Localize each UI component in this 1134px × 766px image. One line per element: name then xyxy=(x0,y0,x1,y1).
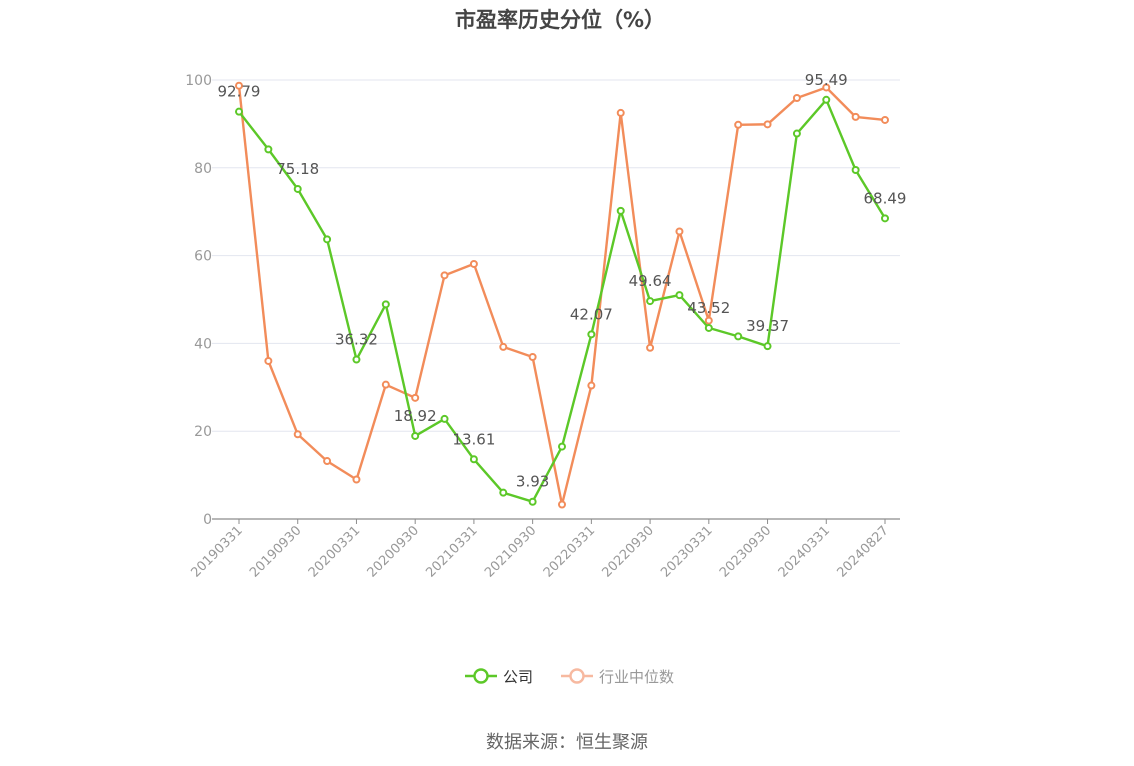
data-label-4: 36.32 xyxy=(335,331,378,349)
data-point-s1-15[interactable] xyxy=(675,227,684,236)
data-source: 数据来源：恒生聚源 xyxy=(486,732,648,753)
x-tick-label-20210930: 20210930 xyxy=(482,523,539,580)
y-tick-label-80: 80 xyxy=(194,161,212,177)
legend-label-1: 行业中位数 xyxy=(599,668,674,686)
legend-item-1[interactable]: 行业中位数 xyxy=(561,668,674,686)
series-line-0 xyxy=(238,98,887,503)
data-label-16: 43.52 xyxy=(687,299,730,317)
data-point-s1-12[interactable] xyxy=(587,381,596,390)
data-point-s1-0[interactable] xyxy=(235,81,243,90)
data-point-s0-11[interactable] xyxy=(558,442,566,451)
data-label-14: 49.64 xyxy=(629,272,672,290)
data-label-0: 92.79 xyxy=(218,83,261,101)
data-point-s1-22[interactable] xyxy=(881,115,889,124)
data-point-s0-2[interactable] xyxy=(293,184,302,193)
data-point-s0-7[interactable] xyxy=(440,414,449,423)
y-tick-label-100: 100 xyxy=(185,73,212,89)
data-point-s0-15[interactable] xyxy=(675,291,684,300)
data-point-s1-7[interactable] xyxy=(440,271,449,280)
x-tick-label-20240331: 20240331 xyxy=(776,523,833,580)
data-point-s1-10[interactable] xyxy=(528,353,537,362)
data-point-s0-17[interactable] xyxy=(734,332,743,341)
data-point-s1-3[interactable] xyxy=(323,457,332,466)
data-point-s1-6[interactable] xyxy=(411,393,420,402)
legend-label-0: 公司 xyxy=(503,668,533,686)
data-label-10: 3.93 xyxy=(516,473,549,491)
y-tick-label-40: 40 xyxy=(194,336,212,352)
data-point-s0-20[interactable] xyxy=(822,95,831,104)
x-tick-label-20190331: 20190331 xyxy=(188,523,245,580)
legend-item-0[interactable]: 公司 xyxy=(465,668,533,686)
data-point-s0-12[interactable] xyxy=(587,330,596,339)
data-point-s0-5[interactable] xyxy=(381,300,390,309)
data-point-s0-18[interactable] xyxy=(763,342,772,351)
data-point-s0-6[interactable] xyxy=(411,431,420,440)
data-points[interactable] xyxy=(235,81,889,509)
data-point-s1-4[interactable] xyxy=(352,475,361,484)
data-point-s0-14[interactable] xyxy=(646,297,655,306)
data-point-s0-16[interactable] xyxy=(704,323,713,332)
data-point-s1-14[interactable] xyxy=(646,343,655,352)
data-label-6: 18.92 xyxy=(394,407,437,425)
data-point-s0-13[interactable] xyxy=(616,206,625,215)
data-label-20: 95.49 xyxy=(805,71,848,89)
data-point-s0-1[interactable] xyxy=(264,145,273,154)
data-point-s1-11[interactable] xyxy=(558,500,566,509)
data-point-s0-8[interactable] xyxy=(469,455,478,464)
data-point-s1-21[interactable] xyxy=(851,112,860,121)
x-tick-label-20240827: 20240827 xyxy=(834,523,891,580)
x-tick-label-20220331: 20220331 xyxy=(541,523,598,580)
data-point-s0-9[interactable] xyxy=(499,488,508,497)
data-point-s1-8[interactable] xyxy=(469,259,478,268)
data-point-s0-19[interactable] xyxy=(792,129,801,138)
x-tick-label-20230930: 20230930 xyxy=(717,523,774,580)
y-tick-label-20: 20 xyxy=(194,424,212,440)
chart-title: 市盈率历史分位（%） xyxy=(454,8,666,32)
data-point-s1-17[interactable] xyxy=(734,120,743,129)
data-point-s0-22[interactable] xyxy=(881,214,889,223)
legend-marker-0 xyxy=(473,668,489,684)
data-label-8: 13.61 xyxy=(452,430,495,448)
data-label-12: 42.07 xyxy=(570,305,613,323)
data-label-2: 75.18 xyxy=(276,160,319,178)
data-point-s0-4[interactable] xyxy=(352,355,361,364)
data-label-18: 39.37 xyxy=(746,317,789,335)
x-tick-label-20220930: 20220930 xyxy=(600,523,657,580)
data-point-s1-13[interactable] xyxy=(616,108,625,117)
x-tick-label-20200930: 20200930 xyxy=(365,523,422,580)
x-tick-label-20210331: 20210331 xyxy=(423,523,480,580)
data-point-s1-1[interactable] xyxy=(264,356,273,365)
data-point-s1-2[interactable] xyxy=(293,430,302,439)
data-point-s0-0[interactable] xyxy=(235,107,243,116)
series-lines xyxy=(237,85,887,506)
x-tick-label-20200331: 20200331 xyxy=(306,523,363,580)
data-point-s1-5[interactable] xyxy=(381,380,390,389)
series-line-1 xyxy=(237,85,886,506)
data-point-s1-9[interactable] xyxy=(499,342,508,351)
legend-marker-1 xyxy=(569,668,585,684)
grid-lines xyxy=(212,79,900,432)
data-point-s1-16[interactable] xyxy=(704,316,713,325)
data-label-22: 68.49 xyxy=(864,189,907,207)
data-point-s0-3[interactable] xyxy=(323,235,332,244)
y-tick-label-60: 60 xyxy=(194,249,212,265)
data-point-s1-20[interactable] xyxy=(822,83,831,92)
x-tick-label-20230331: 20230331 xyxy=(658,523,715,580)
x-tick-label-20190930: 20190930 xyxy=(247,523,304,580)
data-point-s1-19[interactable] xyxy=(792,93,801,102)
data-point-s0-21[interactable] xyxy=(851,165,860,174)
y-tick-label-0: 0 xyxy=(203,512,212,528)
data-point-s1-18[interactable] xyxy=(763,120,772,129)
axes: 0 20 40 60 80 100 20190331 20190930 20200331 2020… xyxy=(185,73,900,581)
data-point-s0-10[interactable] xyxy=(528,497,537,506)
data-labels: 92.79 75.18 36.32 18.92 13.61 3.93 42.07 49.64 4… xyxy=(218,71,907,491)
legend[interactable]: 公司 行业中位数 xyxy=(465,668,674,686)
